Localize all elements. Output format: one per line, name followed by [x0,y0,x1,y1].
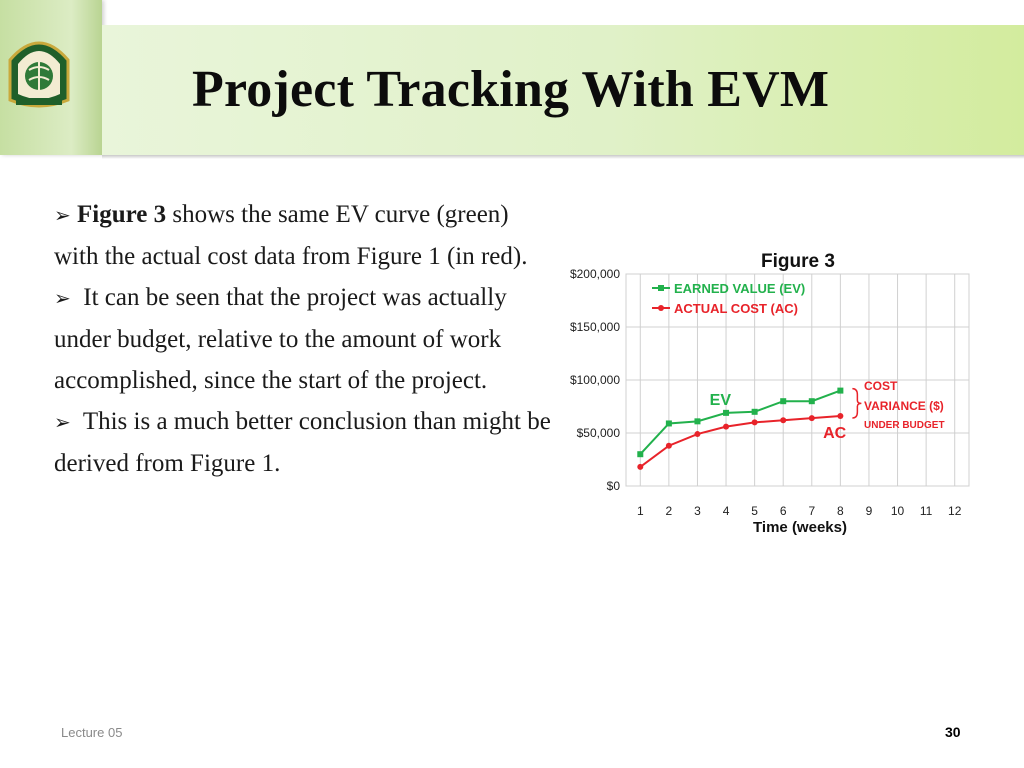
body-text: ➢ Figure 3 shows the same EV curve (gree… [54,194,554,484]
data-point-ac [808,415,815,422]
x-tick-label: 4 [723,504,730,518]
data-point-ac [780,417,787,424]
x-tick-label: 11 [920,504,933,518]
data-point-ev [665,420,672,427]
bullet-text: It can be seen that the project was actu… [54,284,507,394]
page-number: 30 [945,724,961,740]
legend-marker [658,305,664,311]
title-band [102,25,1024,155]
x-tick-label: 6 [780,504,787,518]
bullet-text: This is a much better conclusion than mi… [54,408,551,477]
series-line-ac [639,415,841,468]
arrow-bullet-icon: ➢ [54,203,71,227]
data-point-ac [723,423,730,430]
legend-label: EARNED VALUE (EV) [674,281,805,296]
brace-icon [852,387,862,419]
x-axis-label: Time (weeks) [753,519,847,536]
x-tick-label: 9 [866,504,873,518]
page-title: Project Tracking With EVM [192,61,830,118]
data-point-ac [837,413,844,420]
data-point-ev [694,418,701,425]
legend-marker [658,285,664,291]
title-divider [102,155,1024,159]
data-point-ev [837,387,844,394]
x-tick-label: 8 [837,504,844,518]
series-line-ev [639,389,841,455]
x-tick-label: 1 [637,504,644,518]
bullet-2: ➢ It can be seen that the project was ac… [54,277,554,401]
annotation-line: COST [864,379,898,393]
x-tick-label: 12 [948,504,962,518]
y-tick-label: $150,000 [570,320,620,334]
data-point-ac [751,419,758,426]
chart-title: Figure 3 [761,251,835,272]
data-point-ac [637,463,644,470]
footer-lecture: Lecture 05 [61,725,123,740]
data-point-ev [723,409,730,416]
y-tick-label: $200,000 [570,267,620,281]
data-point-ev [637,451,644,458]
legend-label: ACTUAL COST (AC) [674,301,798,316]
data-point-ev [808,398,815,405]
ev-label: EV [710,392,732,409]
bullet-text: shows the same EV curve (green) with the… [54,201,528,270]
y-tick-label: $100,000 [570,373,620,387]
bullet-lead: Figure 3 [77,201,167,228]
data-point-ac [694,431,701,438]
x-tick-label: 2 [666,504,673,518]
university-seal-icon [8,41,70,108]
data-point-ev [780,398,787,405]
annotation-sub: UNDER BUDGET [864,420,945,431]
data-point-ac [665,442,672,449]
x-tick-label: 3 [694,504,701,518]
bullet-3: ➢ This is a much better conclusion than … [54,401,554,484]
annotation-line: VARIANCE ($) [864,399,944,413]
x-tick-label: 5 [751,504,758,518]
y-tick-label: $50,000 [577,426,621,440]
x-tick-label: 7 [808,504,815,518]
arrow-bullet-icon: ➢ [54,410,71,434]
ac-label: AC [823,425,847,442]
y-tick-label: $0 [607,479,621,493]
x-tick-label: 10 [891,504,905,518]
arrow-bullet-icon: ➢ [54,286,71,310]
bullet-1: ➢ Figure 3 shows the same EV curve (gree… [54,194,554,277]
data-point-ev [751,408,758,415]
logo-band [0,0,102,155]
